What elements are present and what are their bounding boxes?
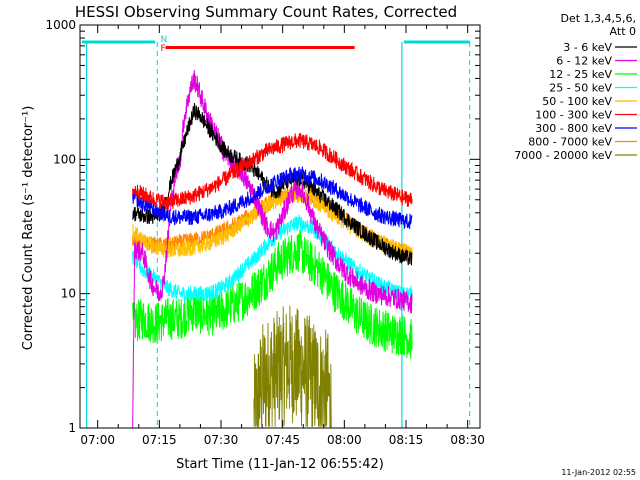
- flag-N: N: [161, 35, 168, 45]
- x-tick-label-6: 08:30: [450, 433, 485, 447]
- legend-label-1: 6 - 12 keV: [556, 55, 612, 68]
- legend-label-7: 800 - 7000 keV: [528, 136, 612, 149]
- x-tick-label-2: 07:30: [204, 433, 239, 447]
- legend-header-line-1: Att 0: [610, 25, 636, 38]
- series-7000-20000keV: [253, 305, 332, 428]
- x-tick-label-4: 08:00: [327, 433, 362, 447]
- generated-timestamp: 11-Jan-2012 02:55: [561, 468, 636, 477]
- legend-header-line-0: Det 1,3,4,5,6,: [560, 12, 636, 25]
- legend-label-5: 100 - 300 keV: [535, 109, 612, 122]
- legend-label-0: 3 - 6 keV: [563, 41, 612, 54]
- series-6-12keV: [132, 69, 413, 428]
- series-12-25keV: [132, 229, 413, 359]
- x-tick-label-1: 07:15: [142, 433, 177, 447]
- series-25-50keV: [132, 214, 413, 303]
- plot-frame: [79, 24, 481, 429]
- y-axis-label: Corrected Count Rate (s⁻¹ detector⁻¹): [21, 106, 36, 351]
- legend-label-2: 12 - 25 keV: [549, 68, 612, 81]
- x-axis-label: Start Time (11-Jan-12 06:55:42): [176, 457, 384, 472]
- plot-area: NF: [82, 35, 471, 428]
- y-tick-label-3: 1000: [45, 18, 76, 32]
- legend-header: Det 1,3,4,5,6,Att 0: [560, 12, 636, 38]
- legend-label-4: 50 - 100 keV: [542, 95, 612, 108]
- x-tick-label-0: 07:00: [80, 433, 115, 447]
- legend-label-6: 300 - 800 keV: [535, 122, 612, 135]
- axes: 07:00 07:15 07:30 07:45 08:00 08:15 08:30 1 10 10…: [45, 18, 485, 447]
- legend-label-8: 7000 - 20000 keV: [514, 149, 612, 162]
- x-tick-label-3: 07:45: [265, 433, 300, 447]
- chart-title: HESSI Observing Summary Count Rates, Cor…: [75, 3, 457, 21]
- series-300-800keV: [132, 166, 413, 229]
- x-tick-label-5: 08:15: [389, 433, 424, 447]
- series-50-100keV: [132, 188, 413, 260]
- legend-label-3: 25 - 50 keV: [549, 82, 612, 95]
- y-tick-label-2: 100: [53, 152, 76, 166]
- series-100-300keV: [132, 132, 413, 210]
- y-tick-label-1: 10: [61, 287, 76, 301]
- y-tick-label-0: 1: [68, 421, 76, 435]
- flag-F: F: [161, 44, 166, 54]
